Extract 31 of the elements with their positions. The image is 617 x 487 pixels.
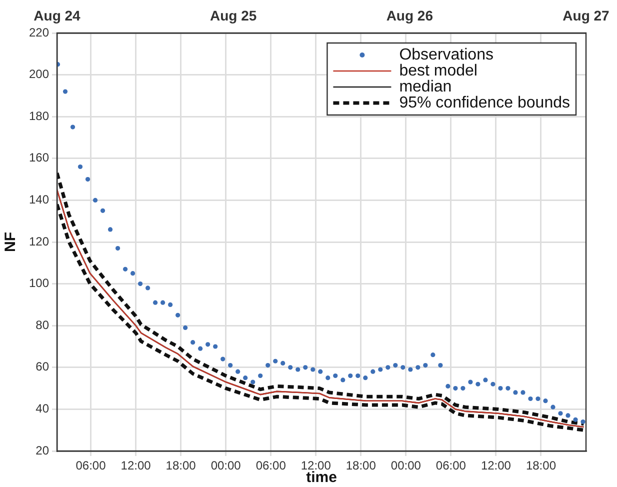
y-tick-label: 140 — [28, 192, 50, 207]
y-tick-label: 220 — [28, 25, 50, 40]
legend-label: 95% confidence bounds — [399, 94, 570, 112]
x2-tick-label: Aug 24 — [34, 7, 81, 24]
x-tick-label: 00:00 — [210, 458, 242, 473]
y-tick-label: 200 — [28, 67, 50, 82]
x-tick-label: 12:00 — [120, 458, 152, 473]
x-tick-label: 18:00 — [526, 458, 556, 473]
x-tick-label: 06:00 — [256, 458, 286, 473]
x-tick-label: 06:00 — [436, 458, 466, 473]
x-axis-title: time — [306, 469, 337, 486]
x-tick-label: 12:00 — [480, 458, 512, 473]
x-tick-label: 18:00 — [346, 458, 376, 473]
x2-tick-label: Aug 25 — [210, 7, 257, 24]
y-tick-label: 80 — [36, 318, 50, 332]
y-tick-label: 60 — [36, 360, 50, 374]
x-tick-label: 06:00 — [76, 458, 106, 473]
y-axis-title: NF — [2, 232, 20, 252]
x2-tick-label: Aug 27 — [562, 7, 610, 24]
y-tick-label: 40 — [36, 402, 50, 416]
legend-label: median — [399, 78, 452, 96]
x-tick-label: 18:00 — [166, 458, 196, 473]
legend-label: best model — [399, 62, 478, 80]
y-tick-label: 180 — [28, 108, 50, 123]
x-tick-label: 00:00 — [390, 458, 422, 473]
legend-label: Observations — [399, 46, 494, 64]
y-tick-label: 120 — [28, 234, 50, 248]
y-tick-label: 20 — [36, 443, 50, 458]
x2-tick-label: Aug 26 — [386, 7, 434, 24]
y-tick-label: 160 — [28, 150, 50, 165]
y-tick-label: 100 — [28, 276, 50, 290]
